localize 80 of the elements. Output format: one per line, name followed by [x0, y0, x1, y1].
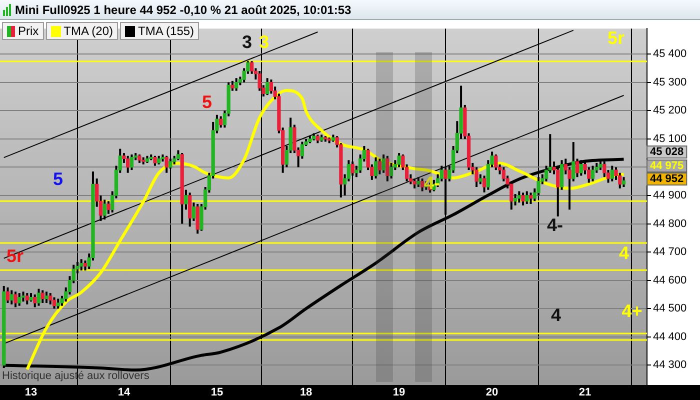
candlestick [188, 192, 192, 228]
y-tick-label: 44 800 [653, 218, 687, 230]
candlestick [474, 166, 478, 188]
y-tick-label: 44 700 [653, 246, 687, 258]
annotation: 3 [242, 32, 252, 52]
candlestick [196, 202, 200, 235]
candlestick [52, 296, 56, 310]
annotation: 4+ [622, 300, 642, 321]
candlestick [494, 153, 498, 172]
candlestick [83, 260, 88, 272]
candlestick [416, 176, 420, 188]
candlestick [25, 292, 29, 306]
annotation: 4 [618, 242, 630, 263]
annotation: 4 [550, 304, 562, 325]
candlestick [420, 178, 424, 192]
y-tick-label: 44 300 [653, 359, 687, 372]
candlestick [382, 153, 386, 174]
candlestick [412, 178, 416, 190]
annotation: 4- [546, 214, 564, 235]
x-tick-label: 21 [578, 386, 592, 399]
y-tick-label: 44 500 [653, 302, 687, 315]
legend-label: TMA (20) [64, 24, 114, 38]
candlestick [374, 156, 378, 180]
x-tick-label: 13 [24, 386, 38, 399]
y-tick-label: 45 400 [653, 48, 687, 60]
candlestick [106, 200, 110, 215]
candlestick [513, 193, 518, 206]
candlestick [40, 289, 44, 304]
candlestick [56, 298, 60, 310]
candlestick [153, 154, 157, 167]
candlestick [528, 192, 533, 205]
candlestick [33, 293, 37, 308]
candlestick [521, 192, 525, 206]
candlestick [234, 77, 238, 92]
annotation: 5r [607, 28, 625, 48]
candlestick [386, 154, 390, 182]
y-tick-label: 45 300 [653, 76, 687, 88]
legend-label: Prix [18, 24, 39, 38]
text: 44 975 [650, 160, 684, 172]
y-tick-label: 45 100 [653, 132, 687, 145]
y-tick-label: 45 200 [653, 104, 687, 117]
y-tick-label: 44 400 [653, 330, 687, 343]
legend-label: TMA (155) [138, 24, 194, 38]
candlestick [478, 173, 482, 186]
candlestick [397, 152, 401, 168]
candlestick [184, 188, 188, 211]
annotation: 5 [202, 92, 212, 112]
candlestick [130, 153, 134, 172]
candlestick [48, 292, 52, 306]
candlestick [265, 77, 270, 96]
candlestick [590, 164, 595, 182]
x-tick-label: 18 [300, 386, 312, 399]
text: 45 028 [650, 146, 684, 158]
candlestick [230, 80, 234, 92]
annotation: 4- [424, 172, 440, 193]
candlestick [622, 176, 626, 188]
candlestick [10, 289, 14, 306]
candlestick [44, 290, 48, 304]
candlestick [610, 164, 614, 182]
candlestick [18, 292, 22, 307]
candlestick [126, 154, 130, 174]
candlestick [80, 258, 84, 272]
candlestick [36, 288, 41, 307]
candlestick [21, 290, 26, 303]
candlestick [517, 190, 521, 204]
x-tick-label: 15 [210, 386, 224, 399]
y-tick-label: 44 900 [653, 190, 687, 202]
x-tick-label: 14 [118, 386, 131, 399]
x-tick-label: 19 [392, 386, 406, 399]
candlestick [378, 158, 382, 176]
candlestick [389, 162, 394, 180]
y-tick-label: 44 600 [653, 274, 687, 286]
chart-title: Mini Full0925 1 heure 44 952 -0,10 % 21 août 2025, 10:01:53 [15, 2, 352, 16]
candlestick [176, 149, 180, 162]
text: 44 952 [650, 173, 684, 186]
annotation: 5 [52, 168, 64, 189]
candlestick [102, 198, 106, 221]
candlestick [525, 190, 529, 205]
x-tick-label: 20 [486, 386, 498, 399]
candlestick [14, 290, 18, 308]
